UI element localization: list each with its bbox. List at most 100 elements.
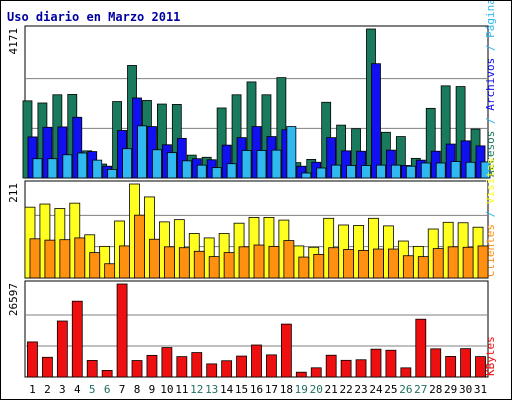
bar-páginas-18: [286, 126, 297, 179]
legend-entry: /: [484, 111, 497, 131]
x-tick-label: 5: [89, 383, 96, 396]
bar-clientes-24: [373, 248, 384, 279]
bar-kbytes-20: [310, 367, 322, 378]
bar-archivos-14: [221, 144, 232, 179]
bar-kbytes-12: [191, 352, 203, 378]
bar-archivos-24: [371, 63, 381, 179]
bar-clientes-9: [149, 238, 160, 279]
bar-kbytes-19: [295, 371, 307, 378]
x-tick-label: 20: [310, 383, 323, 396]
bar-kbytes-27: [415, 318, 427, 378]
bar-clientes-5: [89, 252, 101, 279]
bar-clientes-18: [283, 240, 295, 279]
bar-clientes-13: [208, 256, 220, 279]
bar-clientes-15: [238, 246, 250, 279]
panel-legend: Accesos / Archivos / Páginas: [484, 1, 497, 177]
panel-max-label: 211: [7, 183, 20, 203]
series-clientes: [29, 214, 489, 279]
x-tick-label: 14: [220, 383, 234, 396]
bar-archivos-4: [72, 116, 83, 179]
x-tick-label: 24: [369, 383, 383, 396]
bar-páginas-31: [480, 161, 491, 179]
bar-clientes-27: [417, 256, 429, 279]
panels-layer: 4171 Accesos / Archivos / Páginas211Clien…: [7, 1, 497, 378]
bar-archivos-29: [445, 143, 456, 179]
bar-páginas-27: [420, 162, 431, 179]
bar-kbytes-22: [340, 359, 352, 378]
bar-clientes-7: [119, 245, 130, 279]
bar-páginas-28: [435, 162, 446, 179]
bar-páginas-7: [122, 148, 132, 179]
bar-páginas-15: [241, 150, 252, 179]
bar-archivos-22: [341, 150, 352, 179]
bar-páginas-12: [196, 164, 207, 179]
bar-clientes-12: [193, 250, 205, 279]
bar-páginas-1: [32, 158, 43, 179]
x-tick-label: 19: [295, 383, 308, 396]
legend-entry: /: [484, 38, 497, 58]
bar-kbytes-21: [325, 354, 337, 378]
bar-kbytes-3: [56, 320, 68, 378]
x-tick-label: 25: [384, 383, 397, 396]
bar-archivos-21: [326, 137, 337, 179]
x-tick-label: 27: [414, 383, 427, 396]
x-tick-label: 10: [160, 383, 173, 396]
bar-accesos-18: [276, 77, 287, 179]
x-tick-label: 1: [29, 383, 36, 396]
bar-clientes-23: [358, 249, 369, 279]
bar-clientes-26: [402, 255, 414, 279]
bar-clientes-30: [462, 246, 474, 279]
bar-kbytes-1: [27, 341, 38, 378]
bar-páginas-14: [226, 163, 237, 179]
bar-kbytes-10: [161, 347, 173, 378]
bar-kbytes-30: [460, 348, 472, 378]
legend-entry: Páginas: [484, 1, 497, 38]
bar-páginas-24: [376, 164, 386, 179]
panel-max-label: 26597: [7, 283, 20, 316]
bar-páginas-26: [405, 165, 416, 179]
bar-kbytes-14: [221, 360, 233, 378]
bar-kbytes-16: [251, 344, 262, 378]
bar-accesos-10: [156, 103, 167, 179]
x-tick-label: 7: [119, 383, 126, 396]
bar-archivos-1: [27, 136, 38, 179]
bar-páginas-16: [256, 150, 267, 179]
bar-archivos-30: [460, 140, 471, 179]
bar-páginas-13: [211, 167, 222, 179]
x-tick-label: 16: [250, 383, 263, 396]
series-archivos: [27, 63, 486, 179]
x-tick-label: 2: [44, 383, 51, 396]
series-accesos: [22, 28, 481, 179]
bar-kbytes-6: [101, 370, 113, 378]
x-tick-label: 30: [459, 383, 472, 396]
bar-archivos-2: [42, 126, 53, 179]
legend-entry: Visitas: [484, 158, 497, 204]
bar-clientes-31: [477, 245, 489, 279]
bar-accesos-30: [455, 86, 466, 179]
bar-páginas-25: [391, 164, 401, 179]
x-tick-label: 6: [104, 383, 111, 396]
bar-páginas-3: [62, 154, 73, 179]
x-tick-label: 12: [190, 383, 203, 396]
bar-archivos-3: [57, 126, 68, 179]
x-tick-label: 17: [265, 383, 278, 396]
bar-kbytes-28: [430, 348, 442, 378]
bar-clientes-21: [328, 247, 340, 279]
bar-kbytes-4: [71, 300, 83, 378]
bar-páginas-22: [346, 165, 357, 179]
bar-accesos-28: [425, 107, 436, 179]
bar-accesos-15: [231, 94, 242, 179]
bar-páginas-4: [77, 152, 88, 179]
x-tick-label: 15: [235, 383, 248, 396]
bar-kbytes-26: [400, 367, 412, 378]
x-tick-label: 28: [429, 383, 442, 396]
bar-clientes-25: [388, 248, 399, 279]
bar-páginas-30: [465, 161, 476, 179]
x-tick-label: 3: [59, 383, 66, 396]
bar-clientes-4: [74, 237, 86, 279]
bar-accesos-29: [440, 85, 451, 179]
x-tick-label: 8: [134, 383, 141, 396]
